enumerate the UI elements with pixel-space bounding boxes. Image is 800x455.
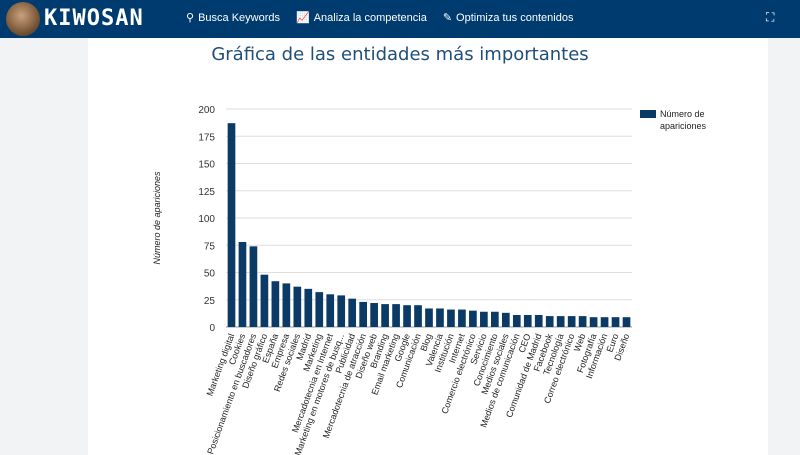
bar — [501, 312, 510, 327]
nav-analiza-competencia[interactable]: 📈 Analiza la competencia — [296, 11, 427, 25]
bar — [480, 311, 488, 327]
search-icon: ⚲ — [186, 12, 195, 24]
content-panel — [88, 38, 768, 455]
bar — [238, 241, 247, 327]
y-tick-label: 100 — [198, 214, 215, 225]
bar — [337, 295, 346, 327]
bar — [469, 310, 477, 327]
nav-optimiza-contenidos[interactable]: ✎ Optimiza tus contenidos — [442, 11, 574, 25]
y-tick-label: 150 — [198, 160, 215, 171]
bar — [359, 301, 368, 327]
page-title: Gráfica de las entidades más importantes — [211, 44, 589, 65]
bar — [348, 298, 357, 327]
bar — [304, 288, 313, 327]
bar — [370, 303, 378, 327]
chart-line-icon: 📈 — [296, 12, 310, 24]
y-tick-label: 175 — [198, 132, 215, 143]
bar — [425, 308, 433, 327]
y-tick-label: 25 — [204, 296, 216, 307]
nav-label: Analiza la competencia — [313, 11, 427, 24]
nav-busca-keywords[interactable]: ⚲ Busca Keywords — [186, 11, 280, 25]
bar — [512, 315, 521, 327]
bar — [282, 283, 291, 327]
brand-name[interactable]: KIWOSAN — [44, 6, 144, 31]
bar — [545, 316, 554, 327]
bar — [403, 305, 411, 327]
bar — [326, 294, 335, 327]
bar — [392, 304, 400, 327]
y-tick-label: 50 — [204, 269, 216, 280]
bar — [447, 309, 455, 327]
bar — [293, 286, 302, 327]
bar — [458, 309, 466, 327]
nav-label: Busca Keywords — [198, 11, 280, 24]
top-navbar: KIWOSAN ⚲ Busca Keywords 📈 Analiza la comp… — [0, 0, 800, 38]
y-tick-label: 0 — [209, 323, 215, 334]
bar — [567, 316, 576, 327]
legend-swatch — [640, 110, 656, 118]
bar — [436, 308, 444, 327]
bar — [227, 123, 236, 327]
nav-links: ⚲ Busca Keywords 📈 Analiza la competencia … — [186, 11, 574, 25]
y-axis-label: Número de apariciones — [152, 171, 162, 265]
logo-image[interactable] — [6, 2, 40, 36]
bar — [490, 311, 499, 327]
bar — [600, 317, 609, 327]
bar — [414, 305, 422, 327]
bar — [622, 317, 631, 327]
fullscreen-icon[interactable]: ⛶ — [766, 10, 775, 24]
edit-document-icon: ✎ — [442, 12, 453, 24]
bar — [534, 315, 543, 327]
bar — [271, 281, 280, 327]
bar — [315, 292, 324, 327]
bar — [523, 315, 532, 327]
y-tick-label: 125 — [198, 187, 215, 198]
legend-label: Número de apariciones — [660, 109, 707, 131]
nav-label: Optimiza tus contenidos — [456, 11, 574, 24]
y-tick-label: 75 — [204, 241, 216, 252]
bar — [249, 246, 258, 327]
y-tick-label: 200 — [198, 105, 215, 116]
bar — [260, 274, 269, 327]
bar — [589, 317, 598, 327]
bar — [611, 317, 620, 327]
bar — [578, 316, 587, 327]
bar — [381, 304, 389, 327]
bar — [556, 316, 565, 327]
